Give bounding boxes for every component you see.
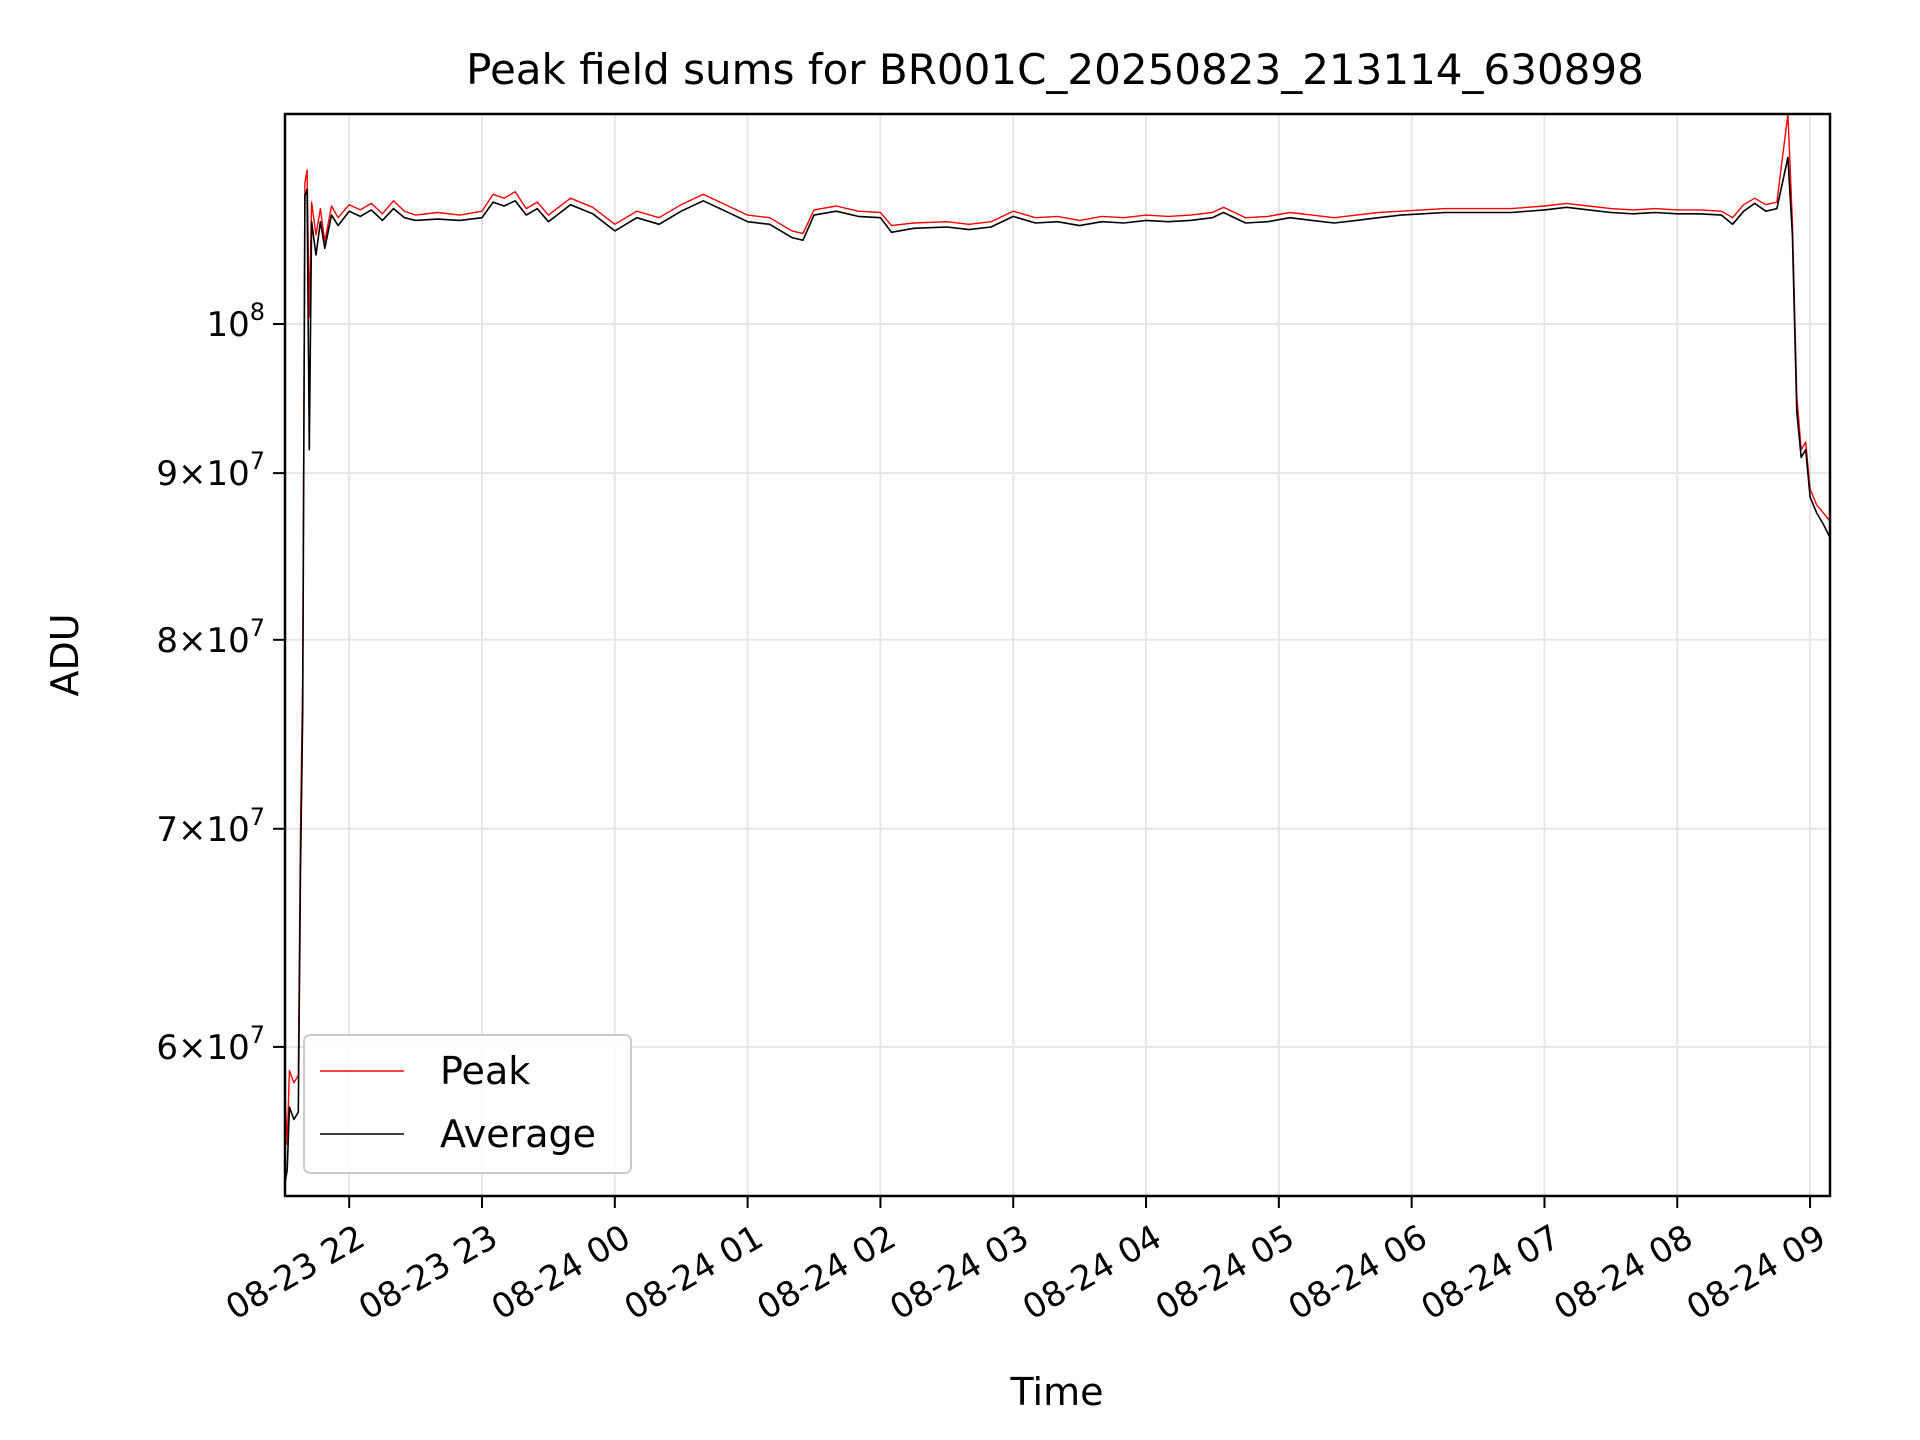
legend: Peak Average bbox=[303, 1034, 632, 1174]
y-tick-label: 7×107 bbox=[156, 803, 265, 850]
series-line-average bbox=[284, 156, 1831, 1184]
y-axis-label: ADU bbox=[43, 613, 87, 696]
legend-label-peak: Peak bbox=[440, 1049, 530, 1093]
y-tick-label: 9×107 bbox=[156, 447, 265, 494]
x-axis-label: Time bbox=[1010, 1370, 1104, 1414]
legend-box bbox=[303, 1034, 632, 1174]
chart-title: Peak field sums for BR001C_20250823_2131… bbox=[466, 45, 1644, 94]
y-tick-label: 8×107 bbox=[156, 614, 265, 661]
series-layer bbox=[284, 113, 1831, 1184]
series-line-peak bbox=[284, 113, 1831, 1146]
y-tick-label: 6×107 bbox=[156, 1021, 265, 1068]
legend-label-average: Average bbox=[440, 1112, 596, 1156]
plot-frame bbox=[283, 112, 1832, 1198]
grid bbox=[285, 114, 1830, 1196]
